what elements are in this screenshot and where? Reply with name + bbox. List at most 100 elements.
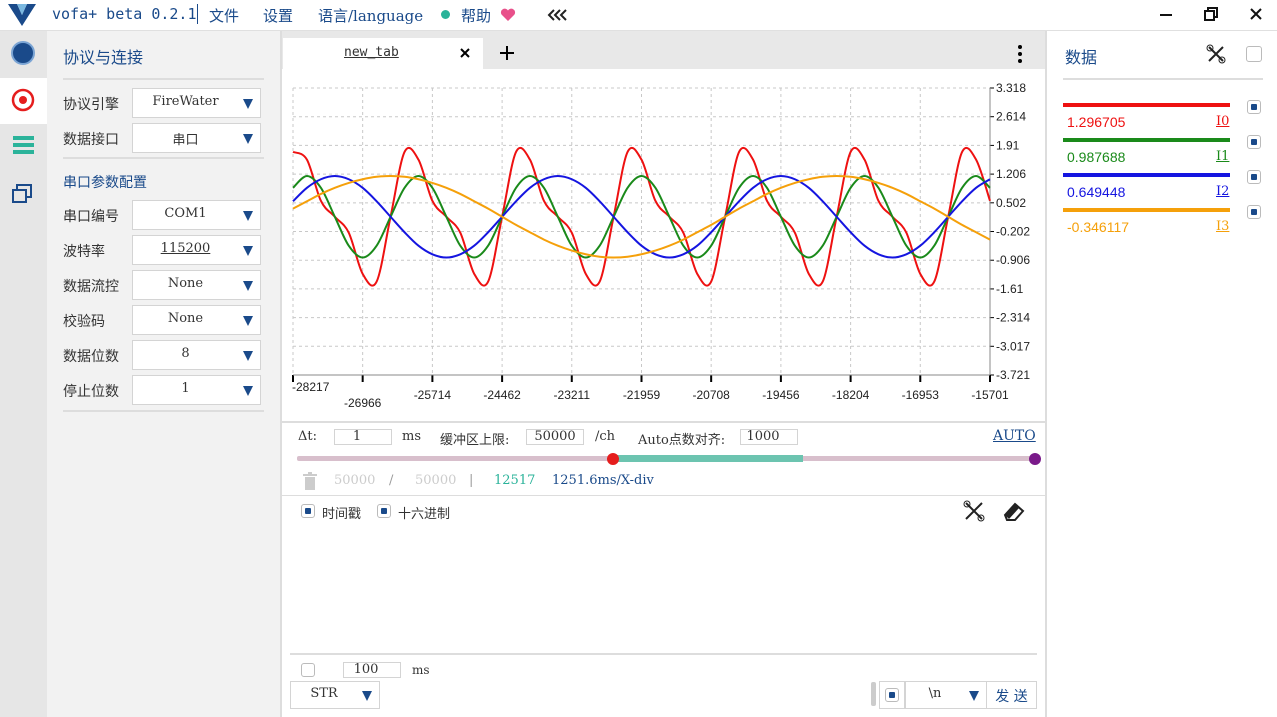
dropdown-value[interactable]: COM1 — [164, 206, 207, 221]
tab-menu[interactable] — [1016, 44, 1024, 64]
dropdown-value[interactable]: 8 — [181, 346, 190, 361]
channel-name[interactable]: I2 — [1216, 184, 1230, 199]
checkbox[interactable] — [1247, 135, 1261, 149]
checkbox[interactable] — [1246, 46, 1262, 62]
x-tick-label: -20708 — [692, 388, 730, 402]
data-tools[interactable] — [1206, 44, 1226, 64]
dropdown-arrow[interactable] — [243, 211, 253, 221]
dropdown-arrow[interactable] — [243, 316, 253, 326]
stat: | — [469, 473, 474, 488]
label: Auto点数对齐: — [638, 433, 726, 448]
section-title: 串口参数配置 — [63, 175, 147, 191]
spinbox[interactable] — [740, 429, 798, 445]
checkbox[interactable] — [301, 663, 315, 677]
clear-icon[interactable] — [302, 472, 318, 490]
spinbox-value[interactable]: 1 — [352, 429, 362, 444]
divider — [282, 495, 1045, 496]
window-controls[interactable] — [1155, 6, 1265, 24]
dropdown-arrow[interactable] — [243, 246, 253, 256]
panel-title: 数据 — [1065, 48, 1098, 67]
spinbox[interactable] — [334, 429, 392, 445]
unit: /ch — [595, 429, 616, 444]
menu-item[interactable]: 设置 — [263, 7, 294, 25]
stat: 50000 — [334, 473, 376, 488]
menu-item[interactable]: 帮助 — [461, 7, 492, 25]
dropdown-arrow[interactable] — [362, 691, 372, 701]
dropdown[interactable] — [132, 235, 261, 265]
dropdown-value[interactable]: 1 — [181, 381, 190, 396]
spinbox[interactable] — [343, 662, 401, 678]
separator — [197, 4, 198, 24]
y-tick-label: -1.61 — [996, 282, 1024, 296]
label: Δt: — [298, 429, 317, 444]
channel-name[interactable]: I3 — [1216, 219, 1230, 234]
checkbox[interactable] — [301, 504, 315, 518]
spinbox-value[interactable]: 1000 — [746, 429, 780, 444]
x-tick-label: -25714 — [414, 388, 452, 402]
dropdown-arrow[interactable] — [969, 691, 979, 701]
option-label[interactable]: 时间戳 — [322, 507, 362, 522]
field-label: 数据接口 — [63, 132, 119, 148]
x-tick-label: -23211 — [554, 388, 591, 402]
slider-range[interactable] — [613, 455, 803, 462]
send-button[interactable] — [986, 681, 1037, 709]
dropdown-arrow[interactable] — [243, 386, 253, 396]
sidebar-icons[interactable] — [0, 31, 47, 221]
y-tick-label: 3.318 — [996, 81, 1026, 95]
log-tools[interactable] — [963, 500, 1027, 522]
dropdown-value[interactable]: STR — [310, 686, 338, 701]
dropdown[interactable] — [132, 340, 261, 370]
slider-handle[interactable] — [1029, 453, 1041, 465]
channel-name[interactable]: I1 — [1216, 149, 1230, 164]
divider — [63, 157, 264, 159]
menu-item[interactable]: 文件 — [209, 7, 240, 25]
checkbox[interactable] — [885, 688, 899, 702]
tab[interactable] — [283, 38, 483, 69]
send-button-label[interactable]: 发 送 — [995, 689, 1028, 705]
channel-line — [1063, 103, 1230, 107]
y-tick-label: 1.91 — [996, 138, 1020, 152]
divider — [290, 653, 1037, 655]
spinbox-value[interactable]: 100 — [353, 662, 379, 677]
option-label[interactable]: 十六进制 — [398, 507, 451, 522]
checkbox[interactable] — [377, 504, 391, 518]
new-tab[interactable] — [499, 45, 515, 61]
close-tab[interactable] — [459, 47, 471, 59]
dropdown[interactable] — [132, 270, 261, 300]
channel-name[interactable]: I0 — [1216, 114, 1230, 129]
dropdown-value[interactable]: 115200 — [160, 241, 211, 256]
tab-name[interactable]: new_tab — [344, 45, 399, 60]
input-value[interactable]: 50000 — [534, 429, 576, 444]
dropdown[interactable] — [132, 88, 261, 118]
input[interactable] — [526, 429, 584, 445]
checkbox[interactable] — [1247, 205, 1261, 219]
dropdown-value[interactable]: \n — [928, 686, 942, 701]
slider-handle[interactable] — [607, 453, 619, 465]
auto-button[interactable]: AUTO — [993, 428, 1036, 444]
divider — [1063, 78, 1263, 80]
dropdown-arrow[interactable] — [243, 351, 253, 361]
y-tick-label: 1.206 — [996, 167, 1026, 181]
dropdown[interactable] — [132, 305, 261, 335]
dropdown[interactable] — [132, 200, 261, 230]
dropdown-arrow[interactable] — [243, 281, 253, 291]
collapse-icon[interactable] — [547, 9, 569, 21]
dropdown-value[interactable]: FireWater — [152, 94, 219, 109]
dropdown-arrow[interactable] — [243, 99, 253, 109]
waveform-chart[interactable]: ms 3.3182.6141.911.2060.502-0.202-0.906-… — [283, 69, 1045, 421]
field-label: 数据流控 — [63, 279, 119, 295]
checkbox[interactable] — [1247, 100, 1261, 114]
dropdown[interactable] — [132, 123, 261, 153]
series-line — [292, 174, 991, 259]
dropdown-value[interactable]: 串口 — [172, 133, 199, 148]
x-tick-label: -18204 — [832, 388, 870, 402]
dropdown-value[interactable]: None — [167, 311, 204, 326]
checkbox[interactable] — [1247, 170, 1261, 184]
dropdown-arrow[interactable] — [243, 134, 253, 144]
menu-item[interactable]: 语言/language — [318, 7, 424, 25]
y-tick-label: -0.202 — [996, 225, 1030, 239]
dropdown[interactable] — [132, 375, 261, 405]
title-bar — [0, 0, 1277, 31]
channel-value: 0.649448 — [1067, 184, 1126, 200]
dropdown-value[interactable]: None — [167, 276, 204, 291]
